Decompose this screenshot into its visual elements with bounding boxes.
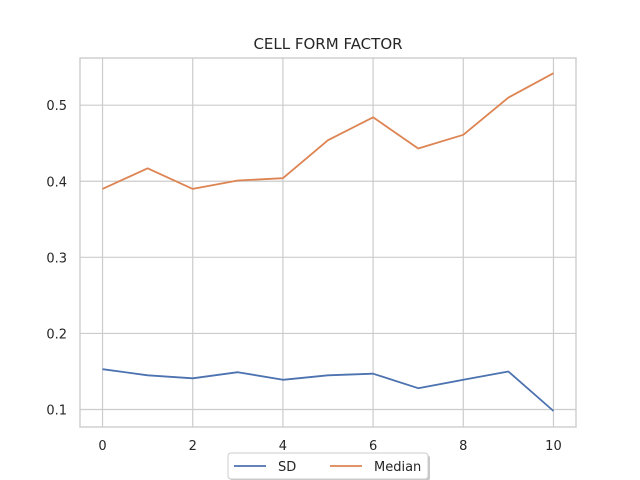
series-line-median: [102, 72, 554, 190]
series-lines: [102, 72, 555, 412]
legend-label-median: Median: [374, 460, 421, 475]
x-tick-label: 10: [545, 439, 562, 454]
legend-box: [227, 452, 429, 480]
y-tick-label: 0.2: [46, 327, 67, 342]
legend-label-sd: SD: [278, 460, 296, 475]
chart-title: CELL FORM FACTOR: [253, 35, 402, 53]
grid: [80, 58, 576, 427]
tick-labels: 0 2 4 6 8 10 0.1 0.2 0.3 0.4 0.5: [46, 99, 561, 454]
x-tick-label: 4: [279, 439, 287, 454]
axes: [79, 57, 577, 428]
x-tick-label: 6: [369, 439, 377, 454]
y-tick-label: 0.5: [46, 99, 67, 114]
y-tick-label: 0.3: [46, 251, 67, 266]
y-tick-label: 0.4: [46, 175, 67, 190]
x-tick-label: 2: [189, 439, 197, 454]
series-line-sd: [102, 368, 555, 412]
y-tick-label: 0.1: [46, 404, 67, 419]
legend: SD Median: [227, 452, 430, 480]
x-tick-label: 0: [98, 439, 106, 454]
x-tick-label: 8: [459, 439, 467, 454]
plot-frame: [79, 57, 577, 428]
